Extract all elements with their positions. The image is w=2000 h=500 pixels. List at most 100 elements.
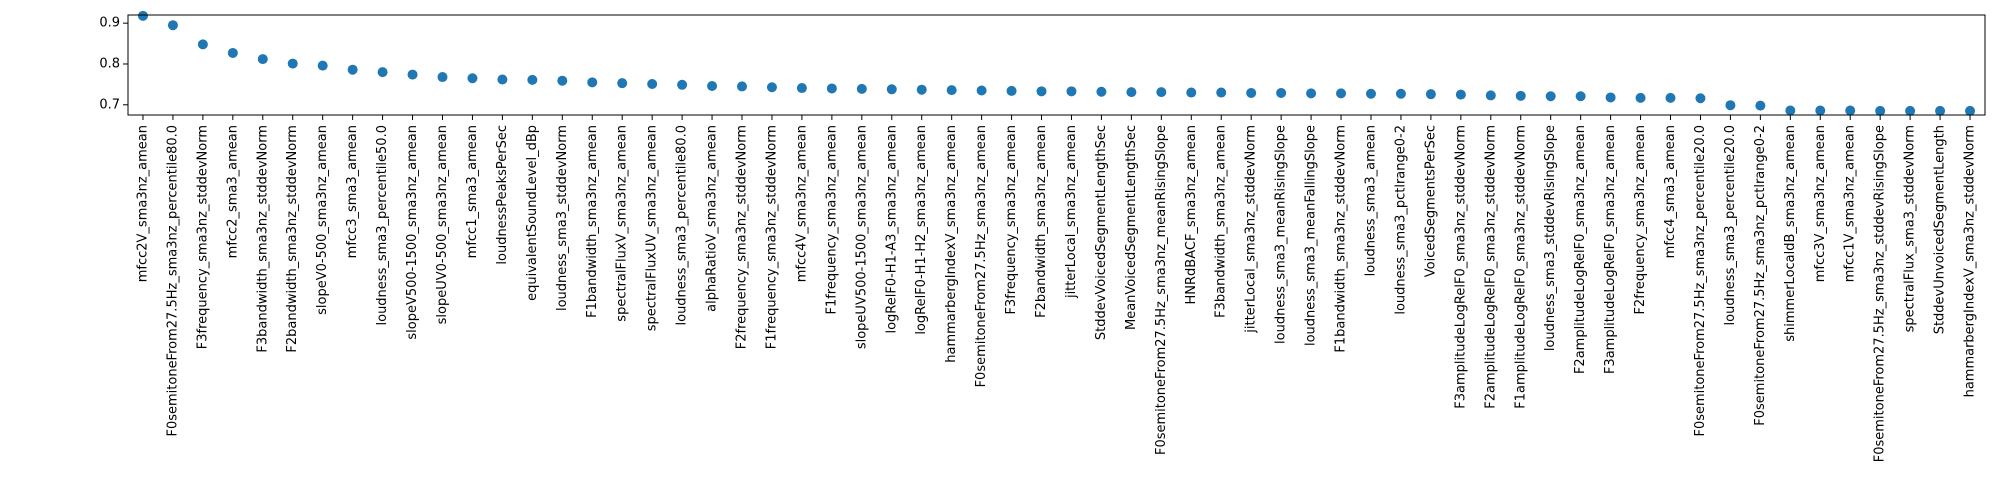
x-tick-label: equivalentSoundLevel_dBp xyxy=(525,125,540,301)
data-point xyxy=(317,60,328,71)
plot-frame xyxy=(127,14,1986,116)
data-point xyxy=(1216,87,1227,98)
x-tick-label: jitterLocal_sma3nz_stddevNorm xyxy=(1244,125,1259,334)
data-point xyxy=(287,58,298,69)
x-tick-label: F2amplitudeLogRelF0_sma3nz_amean xyxy=(1573,125,1588,374)
data-point xyxy=(1695,93,1706,104)
data-point xyxy=(1096,86,1107,97)
data-point xyxy=(856,83,867,94)
data-point xyxy=(257,54,268,65)
data-point xyxy=(796,83,807,94)
data-point xyxy=(677,79,688,90)
x-tick-label: VoicedSegmentsPerSec xyxy=(1423,125,1438,277)
data-point xyxy=(1815,105,1826,116)
data-point xyxy=(1875,105,1886,116)
data-point xyxy=(1306,88,1317,99)
data-point xyxy=(1575,91,1586,102)
data-point xyxy=(377,67,388,78)
x-tick-label: jitterLocal_sma3nz_amean xyxy=(1064,125,1079,299)
data-point xyxy=(1336,88,1347,99)
x-tick-label: hammarbergIndexV_sma3nz_amean xyxy=(944,125,959,363)
data-point xyxy=(1066,86,1077,97)
data-point xyxy=(1755,100,1766,111)
x-tick-label: StddevUnvoicedSegmentLength xyxy=(1933,125,1948,334)
x-tick-label: loudness_sma3_percentile50.0 xyxy=(375,125,390,325)
x-tick-label: StddevVoicedSegmentLengthSec xyxy=(1094,125,1109,340)
data-point xyxy=(766,82,777,93)
data-point xyxy=(227,47,238,58)
data-point xyxy=(137,10,148,21)
x-tick-label: mfcc1_sma3_amean xyxy=(465,125,480,258)
data-point xyxy=(527,74,538,85)
x-tick-label: slopeV500-1500_sma3nz_amean xyxy=(405,125,420,340)
data-point xyxy=(1246,87,1257,98)
y-axis: 0.7 0.8 0.9 xyxy=(99,16,128,112)
x-tick-label: slopeV0-500_sma3nz_amean xyxy=(315,125,330,315)
data-point xyxy=(1545,91,1556,102)
data-point xyxy=(197,39,208,50)
x-tick-label: F3frequency_sma3nz_stddevNorm xyxy=(195,125,210,349)
data-point xyxy=(557,75,568,86)
x-tick-label: F0semitoneFrom27.5Hz_sma3nz_pctlrange0-2 xyxy=(1753,125,1768,426)
x-tick-label: loudness_sma3_meanFallingSlope xyxy=(1304,125,1319,346)
y-tick-label: 0.7 xyxy=(99,97,120,112)
data-point xyxy=(1605,92,1616,103)
data-point xyxy=(1395,88,1406,99)
data-point xyxy=(1006,85,1017,96)
x-tick-label: mfcc4V_sma3nz_amean xyxy=(794,125,809,282)
data-point xyxy=(1665,92,1676,103)
x-tick-label: shimmerLocaldB_sma3nz_amean xyxy=(1783,125,1798,342)
data-point xyxy=(1455,89,1466,100)
data-point xyxy=(617,78,628,89)
y-tick-label: 0.9 xyxy=(99,16,120,31)
data-point xyxy=(587,77,598,88)
x-tick-label: loudness_sma3_amean xyxy=(1363,125,1378,276)
x-tick-label: loudnessPeaksPerSec xyxy=(495,125,510,265)
x-tick-label: F0semitoneFrom27.5Hz_sma3nz_percentile80… xyxy=(165,125,180,437)
x-tick-label: mfcc4_sma3_amean xyxy=(1663,125,1678,258)
x-tick-label: F2frequency_sma3nz_amean xyxy=(1633,125,1648,315)
x-tick-label: loudness_sma3_percentile80.0 xyxy=(675,125,690,325)
x-tick-label: F1bandwidth_sma3nz_stddevNorm xyxy=(1334,125,1349,353)
data-point xyxy=(1276,87,1287,98)
data-point xyxy=(1425,89,1436,100)
x-tick-label: loudness_sma3_stddevRisingSlope xyxy=(1543,125,1558,351)
x-tick-label: loudness_sma3_stddevNorm xyxy=(555,125,570,311)
x-tick-label: mfcc3V_sma3nz_amean xyxy=(1813,125,1828,282)
x-tick-label: spectralFlux_sma3_stddevNorm xyxy=(1903,125,1918,332)
x-tick-label: F3amplitudeLogRelF0_sma3nz_stddevNorm xyxy=(1453,125,1468,409)
x-tick-label: hammarbergIndexV_sma3nz_stddevNorm xyxy=(1963,125,1978,397)
data-point xyxy=(1635,92,1646,103)
data-point xyxy=(167,20,178,31)
x-tick-label: slopeUV500-1500_sma3nz_amean xyxy=(854,125,869,349)
data-point xyxy=(1935,105,1946,116)
data-point xyxy=(347,64,358,75)
data-point xyxy=(1036,86,1047,97)
data-point xyxy=(976,85,987,96)
x-tick-label: alphaRatioV_sma3nz_amean xyxy=(705,125,720,312)
x-tick-label: loudness_sma3_percentile20.0 xyxy=(1723,125,1738,325)
x-tick-label: F0semitoneFrom27.5Hz_sma3nz_amean xyxy=(974,125,989,387)
x-tick-label: MeanVoicedSegmentLengthSec xyxy=(1124,125,1139,330)
data-point xyxy=(946,85,957,96)
data-point xyxy=(916,84,927,95)
data-point xyxy=(497,74,508,85)
data-point xyxy=(737,81,748,92)
x-tick-label: mfcc1V_sma3nz_amean xyxy=(1843,125,1858,282)
x-tick-label: F2bandwidth_sma3nz_amean xyxy=(1034,125,1049,318)
data-point xyxy=(647,78,658,89)
x-tick-label: F1bandwidth_sma3nz_amean xyxy=(585,125,600,318)
x-tick-label: F3amplitudeLogRelF0_sma3nz_amean xyxy=(1603,125,1618,374)
data-point xyxy=(1186,87,1197,98)
x-tick-label: F2amplitudeLogRelF0_sma3nz_stddevNorm xyxy=(1483,125,1498,409)
data-point xyxy=(1725,100,1736,111)
x-tick-label: F0semitoneFrom27.5Hz_sma3nz_stddevRising… xyxy=(1873,125,1888,462)
data-point xyxy=(1905,105,1916,116)
x-tick-label: F3frequency_sma3nz_amean xyxy=(1004,125,1019,315)
data-point xyxy=(707,81,718,92)
data-point xyxy=(467,73,478,84)
x-tick-label: F1amplitudeLogRelF0_sma3nz_stddevNorm xyxy=(1513,125,1528,409)
x-tick-label: logRelF0-H1-A3_sma3nz_amean xyxy=(884,125,899,334)
data-point xyxy=(407,69,418,80)
